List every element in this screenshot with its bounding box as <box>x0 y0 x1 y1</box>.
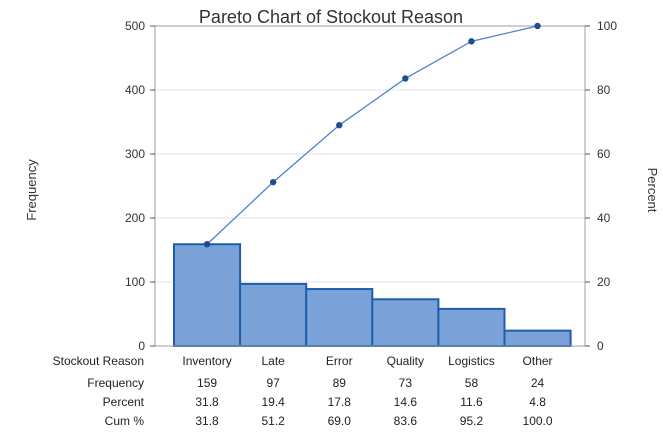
category-label: Quality <box>387 354 424 368</box>
y-right-tick-label: 20 <box>597 275 611 289</box>
plot-frame <box>154 25 586 347</box>
category-label: Inventory <box>182 354 231 368</box>
data-table: Stockout Reason Frequency Percent Cum % Inve… <box>53 354 553 428</box>
y-right-tick-label: 100 <box>597 19 617 33</box>
table-row-label: Cum % <box>105 414 145 428</box>
frequency-value: 73 <box>399 376 413 390</box>
cum-percent-value: 95.2 <box>460 414 484 428</box>
cum-percent-value: 51.2 <box>261 414 285 428</box>
cumulative-point-inventory <box>203 241 211 248</box>
axis-ticks: 0 100 200 300 400 500 0 20 40 60 80 100 <box>125 19 617 353</box>
table-row-label: Frequency <box>87 376 144 390</box>
y-right-tick-label: 40 <box>597 211 611 225</box>
y-right-tick-label: 80 <box>597 83 611 97</box>
y-right-tick-label: 0 <box>597 339 604 353</box>
table-row-label: Percent <box>103 395 145 409</box>
y-left-tick-label: 500 <box>125 19 145 33</box>
bar-error <box>305 288 374 348</box>
percent-value: 19.4 <box>261 395 285 409</box>
chart-title: Pareto Chart of Stockout Reason <box>199 7 463 27</box>
cum-percent-value: 69.0 <box>328 414 352 428</box>
bar-quality <box>371 298 440 347</box>
y-axis-left-label: Frequency <box>24 159 39 221</box>
cumulative-line <box>203 22 541 248</box>
y-left-tick-label: 200 <box>125 211 145 225</box>
cumulative-point-logistics <box>468 38 475 45</box>
percent-value: 31.8 <box>195 395 219 409</box>
category-label: Error <box>326 354 353 368</box>
frequency-value: 159 <box>197 376 217 390</box>
percent-value: 11.6 <box>460 395 483 409</box>
bar-other <box>503 329 572 348</box>
cum-percent-value: 100.0 <box>523 414 553 428</box>
cumulative-percent-line <box>206 25 538 245</box>
category-label: Logistics <box>448 354 495 368</box>
y-right-tick-label: 60 <box>597 147 611 161</box>
y-left-tick-label: 300 <box>125 147 145 161</box>
bars <box>173 243 572 348</box>
y-axis-right-label: Percent <box>645 168 660 213</box>
bar-logistics <box>437 307 506 348</box>
category-label: Other <box>523 354 553 368</box>
frequency-value: 58 <box>465 376 479 390</box>
y-left-tick-label: 0 <box>138 339 145 353</box>
frequency-value: 89 <box>333 376 347 390</box>
frequency-value: 97 <box>266 376 280 390</box>
cumulative-point-late <box>269 178 277 186</box>
cumulative-point-other <box>534 22 541 30</box>
bar-inventory <box>173 243 242 348</box>
y-left-tick-label: 100 <box>125 275 145 289</box>
cum-percent-value: 31.8 <box>195 414 219 428</box>
frequency-value: 24 <box>531 376 545 390</box>
table-row-label: Stockout Reason <box>53 354 144 368</box>
cumulative-point-error <box>336 122 343 129</box>
percent-value: 14.6 <box>394 395 418 409</box>
percent-value: 17.8 <box>328 395 352 409</box>
y-left-tick-label: 400 <box>125 83 145 97</box>
cum-percent-value: 83.6 <box>394 414 418 428</box>
bar-late <box>239 282 308 348</box>
cumulative-point-quality <box>402 75 409 82</box>
percent-value: 4.8 <box>529 395 546 409</box>
category-label: Late <box>261 354 285 368</box>
